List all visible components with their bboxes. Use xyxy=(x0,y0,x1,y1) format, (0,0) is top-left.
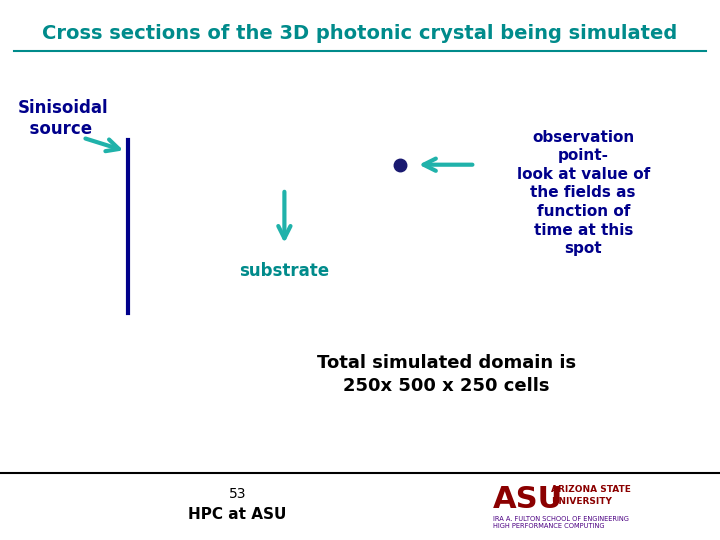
Text: substrate: substrate xyxy=(239,262,330,280)
Text: 53: 53 xyxy=(229,487,246,501)
Text: Cross sections of the 3D photonic crystal being simulated: Cross sections of the 3D photonic crysta… xyxy=(42,24,678,43)
Text: Total simulated domain is
250x 500 x 250 cells: Total simulated domain is 250x 500 x 250… xyxy=(317,354,576,395)
Text: observation
point-
look at value of
the fields as
function of
time at this
spot: observation point- look at value of the … xyxy=(516,130,650,256)
Text: HPC at ASU: HPC at ASU xyxy=(189,507,287,522)
Text: IRA A. FULTON SCHOOL OF ENGINEERING
HIGH PERFORMANCE COMPUTING: IRA A. FULTON SCHOOL OF ENGINEERING HIGH… xyxy=(493,516,629,529)
Text: ASU: ASU xyxy=(493,485,564,514)
Text: Sinisoidal
  source: Sinisoidal source xyxy=(18,99,109,138)
Text: ARIZONA STATE
UNIVERSITY: ARIZONA STATE UNIVERSITY xyxy=(551,485,631,506)
